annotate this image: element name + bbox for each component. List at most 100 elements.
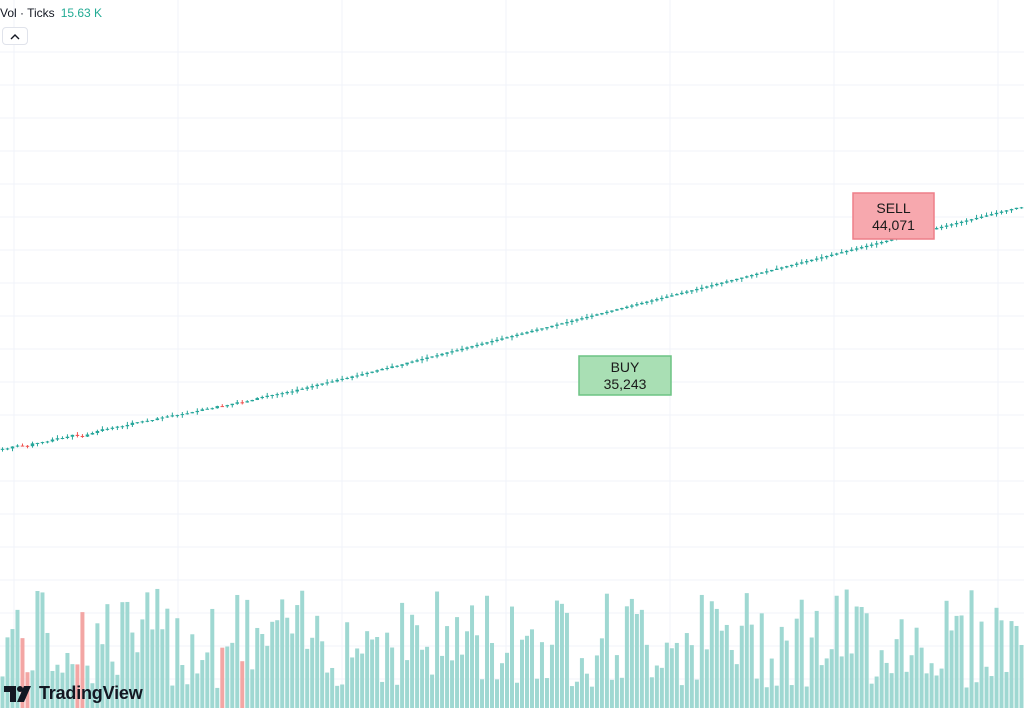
volume-bar: [834, 595, 839, 708]
candle-body: [844, 250, 849, 253]
volume-bar: [674, 642, 679, 708]
candle-body: [205, 408, 210, 410]
candle-body: [380, 368, 384, 371]
candle-body: [70, 434, 75, 437]
candle-body: [355, 375, 359, 377]
candle-body: [760, 272, 764, 274]
candle-body: [360, 374, 364, 376]
volume-bar: [779, 626, 784, 708]
volume-bar: [719, 630, 724, 708]
volume-bar: [320, 641, 325, 708]
candle-body: [874, 243, 879, 245]
candle-body: [75, 434, 80, 436]
volume-bar: [704, 649, 709, 708]
volume-bar: [45, 632, 50, 708]
volume-bar: [624, 606, 629, 708]
candle-body: [999, 211, 1004, 213]
candle-body: [445, 352, 449, 354]
candle-body: [85, 434, 90, 437]
volume-bar: [1014, 625, 1019, 708]
volume-bar: [744, 593, 749, 708]
volume-bar: [265, 645, 270, 708]
volume-bar: [714, 608, 719, 708]
volume-bar: [569, 686, 574, 708]
tradingview-logo[interactable]: TradingView: [4, 683, 143, 704]
candle-body: [809, 259, 814, 262]
candle-body: [889, 239, 894, 241]
volume-bar: [889, 673, 894, 708]
volume-bar: [105, 604, 110, 708]
volume-bar: [579, 658, 584, 708]
volume-bar: [549, 644, 554, 708]
volume-bar: [40, 592, 45, 708]
volume-bar: [754, 678, 759, 708]
candle-body: [0, 448, 5, 450]
volume-bar: [544, 678, 549, 708]
volume-bar: [669, 648, 674, 708]
candle-body: [350, 376, 354, 378]
volume-bar: [455, 617, 460, 708]
candle-body: [620, 308, 624, 310]
volume-bar: [355, 648, 360, 708]
candle-body: [600, 313, 604, 315]
candle-body: [685, 291, 689, 293]
candle-body: [625, 306, 629, 309]
volume-bar: [430, 674, 435, 708]
candle-body: [804, 261, 809, 263]
candle-body: [944, 225, 949, 227]
volume-bar: [634, 614, 639, 708]
volume-bar: [729, 649, 734, 708]
candle-body: [485, 342, 489, 344]
volume-bar: [524, 635, 529, 708]
candle-body: [105, 428, 110, 430]
chevron-up-icon[interactable]: [2, 27, 28, 45]
volume-legend-value: 15.63 K: [60, 6, 103, 20]
volume-bar: [295, 605, 300, 708]
candle-body: [125, 424, 130, 427]
candle-body: [250, 399, 255, 402]
candle-body: [115, 426, 120, 428]
candle-body: [310, 386, 314, 388]
candle-body: [330, 381, 334, 383]
candle-body: [450, 351, 454, 353]
candle-body: [535, 329, 539, 331]
candle-body: [565, 322, 569, 324]
volume-bar: [829, 649, 834, 708]
candle-body: [984, 215, 989, 217]
candle-body: [175, 415, 180, 417]
candle-body: [560, 323, 564, 325]
volume-bar: [510, 606, 514, 708]
candle-body: [700, 287, 704, 289]
volume-bar: [60, 672, 65, 708]
candle-body: [455, 350, 459, 352]
candle-body: [849, 249, 854, 251]
volume-bar: [135, 652, 140, 708]
candle-body: [425, 357, 429, 359]
volume-bar: [115, 674, 120, 708]
volume-bar: [824, 658, 829, 708]
volume-legend-label: Vol · Ticks: [0, 6, 55, 20]
candle-body: [695, 288, 699, 291]
volume-bar: [519, 639, 524, 708]
candle-body: [864, 245, 869, 248]
volume-bar: [440, 655, 445, 708]
candle-body: [595, 314, 599, 316]
candle-body: [765, 271, 769, 273]
volume-legend: Vol · Ticks 15.63 K: [0, 6, 102, 20]
brand-name: TradingView: [39, 683, 143, 703]
candle-body: [1009, 209, 1014, 211]
volume-bar: [80, 612, 85, 708]
volume-bar: [999, 620, 1004, 708]
volume-bar: [764, 687, 769, 708]
volume-bar: [0, 676, 5, 708]
candle-body: [55, 438, 60, 440]
candle-body: [90, 433, 95, 435]
buy-marker-box: [578, 355, 672, 396]
candle-body: [490, 341, 494, 343]
volume-bar: [325, 672, 330, 708]
volume-bar: [849, 653, 854, 708]
volume-bar: [979, 621, 984, 708]
volume-bar: [215, 687, 220, 708]
candle-body: [435, 355, 439, 357]
